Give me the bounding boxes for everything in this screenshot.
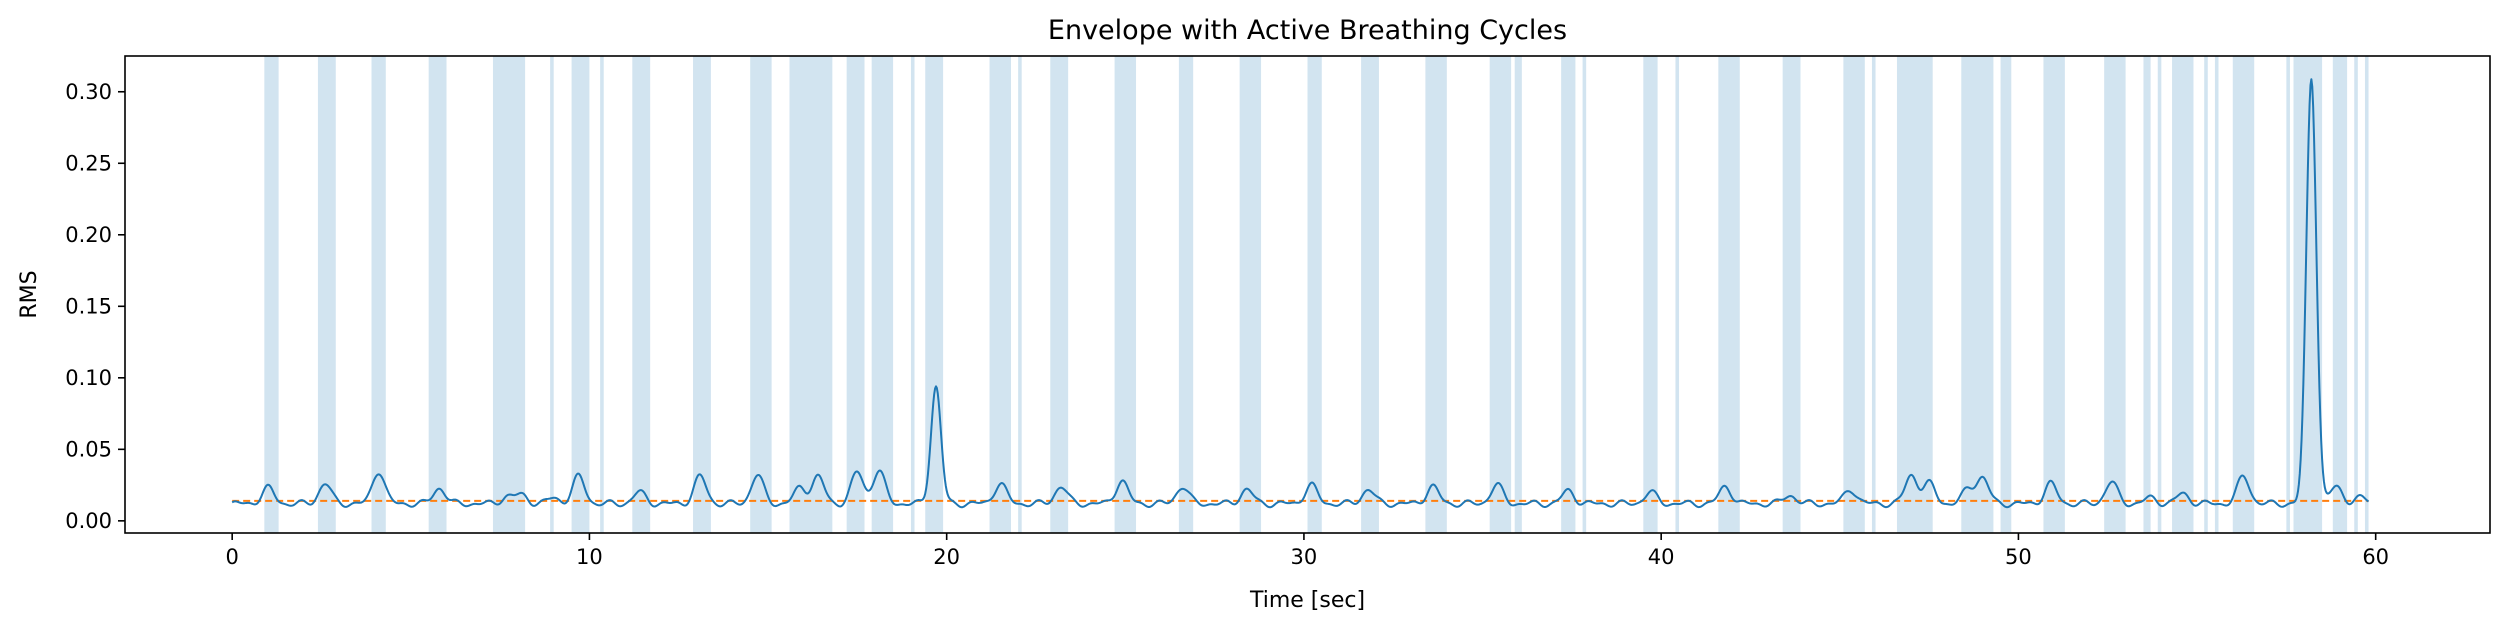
- active-cycle-band: [2157, 56, 2162, 533]
- x-tick-label: 60: [2362, 545, 2389, 569]
- active-cycle-band: [2143, 56, 2151, 533]
- active-cycle-band: [1843, 56, 1865, 533]
- x-axis-ticks: 0 10 20 30 40 50 60: [225, 533, 2389, 569]
- x-tick-label: 40: [1648, 545, 1675, 569]
- active-cycle-band: [750, 56, 772, 533]
- active-cycle-band: [2354, 56, 2358, 533]
- active-cycle-band: [2172, 56, 2194, 533]
- active-cycle-band: [2043, 56, 2065, 533]
- active-cycle-band: [1561, 56, 1576, 533]
- x-axis-label: Time [sec]: [1249, 588, 1365, 613]
- active-cycle-band: [2104, 56, 2126, 533]
- y-tick-label: 0.15: [65, 294, 112, 318]
- active-cycle-band: [693, 56, 711, 533]
- active-cycle-band: [2286, 56, 2290, 533]
- active-cycle-band: [1718, 56, 1740, 533]
- active-cycle-band: [1871, 56, 1876, 533]
- active-cycle-band: [789, 56, 833, 533]
- active-cycle-band: [1582, 56, 1587, 533]
- active-cycle-band: [1114, 56, 1137, 533]
- plot-area-frame: [124, 55, 2491, 534]
- active-cycle-band: [371, 56, 386, 533]
- active-cycle-band: [989, 56, 1011, 533]
- active-cycle-band: [1643, 56, 1658, 533]
- active-cycle-band: [600, 56, 604, 533]
- active-cycle-band: [1178, 56, 1194, 533]
- active-cycle-band: [1896, 56, 1933, 533]
- y-tick-label: 0.30: [65, 80, 112, 104]
- active-cycle-band: [428, 56, 447, 533]
- x-tick-label: 20: [933, 545, 960, 569]
- y-tick-label: 0.10: [65, 366, 112, 390]
- active-cycle-band: [1361, 56, 1379, 533]
- x-tick-label: 0: [225, 545, 238, 569]
- active-cycle-band: [632, 56, 651, 533]
- y-tick-label: 0.00: [65, 509, 112, 533]
- active-cycle-band: [550, 56, 554, 533]
- active-cycle-band: [925, 56, 944, 533]
- active-cycle-band: [2214, 56, 2219, 533]
- x-tick-label: 30: [1291, 545, 1318, 569]
- active-cycle-band: [1425, 56, 1447, 533]
- active-cycle-band: [571, 56, 590, 533]
- active-cycle-bands: [264, 56, 2369, 533]
- chart-title: Envelope with Active Breathing Cycles: [1048, 15, 1567, 46]
- active-cycle-band: [264, 56, 279, 533]
- y-axis-label: RMS: [17, 270, 42, 318]
- active-cycle-band: [492, 56, 526, 533]
- active-cycle-band: [1782, 56, 1801, 533]
- active-cycle-band: [317, 56, 336, 533]
- active-cycle-band: [1489, 56, 1512, 533]
- active-cycle-band: [2000, 56, 2012, 533]
- x-tick-label: 50: [2005, 545, 2032, 569]
- active-cycle-band: [1514, 56, 1522, 533]
- active-cycle-band: [910, 56, 915, 533]
- active-cycle-band: [1018, 56, 1022, 533]
- y-tick-label: 0.25: [65, 151, 112, 175]
- active-cycle-band: [2204, 56, 2208, 533]
- active-cycle-band: [871, 56, 894, 533]
- envelope-series-line: [231, 78, 2370, 509]
- y-tick-label: 0.05: [65, 437, 112, 461]
- active-cycle-band: [1050, 56, 1069, 533]
- active-cycle-band: [1307, 56, 1322, 533]
- active-cycle-band: [2232, 56, 2255, 533]
- active-cycle-band: [2332, 56, 2348, 533]
- active-cycle-band: [2364, 56, 2369, 533]
- y-tick-label: 0.20: [65, 223, 112, 247]
- y-axis-ticks: 0.00 0.05 0.10 0.15 0.20 0.25 0.30: [65, 80, 125, 533]
- active-cycle-band: [1961, 56, 1994, 533]
- active-cycle-band: [846, 56, 865, 533]
- x-tick-label: 10: [576, 545, 603, 569]
- active-cycle-band: [1239, 56, 1262, 533]
- active-cycle-band: [1675, 56, 1680, 533]
